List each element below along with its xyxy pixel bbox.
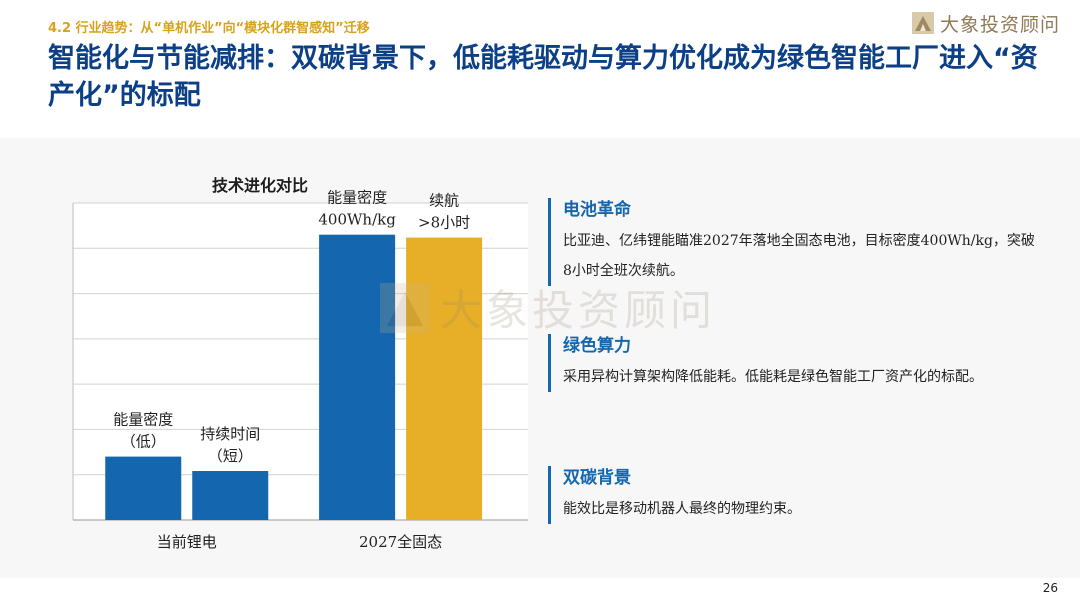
page-title: 智能化与节能减排：双碳背景下，低能耗驱动与算力优化成为绿色智能工厂进入“资产化”…	[48, 43, 1038, 111]
bar-label: 400Wh/kg	[318, 211, 396, 229]
card-body: 比亚迪、亿纬锂能瞄准2027年落地全固态电池，目标密度400Wh/kg，突破8小…	[563, 233, 1035, 279]
card-green-compute: 绿色算力 采用异构计算架构降低能耗。低能耗是绿色智能工厂资产化的标配。	[548, 334, 1043, 392]
section-tag: 4.2 行业趋势：从“单机作业”向“模块化群智感知”迁移	[48, 21, 370, 36]
brand-logo: 大象投资顾问	[911, 10, 1060, 36]
card-dual-carbon: 双碳背景 能效比是移动机器人最终的物理约束。	[548, 466, 1043, 524]
elephant-logo-icon	[911, 12, 934, 34]
bar	[105, 456, 182, 520]
bar-label: （短）	[208, 447, 253, 465]
x-tick-label: 当前锂电	[157, 533, 217, 551]
chart-title: 技术进化对比	[211, 176, 308, 195]
bar	[406, 237, 483, 520]
bar-chart: 能量密度 （低） 持续时间 （短） 当前锂电 能量密度 400Wh/kg 续航 >8小时 2027…	[72, 189, 528, 551]
bar-label: 续航	[429, 192, 459, 210]
bar-label: （低）	[121, 433, 166, 451]
bar	[192, 471, 269, 520]
page-number: 26	[1042, 581, 1058, 595]
card-body: 能效比是移动机器人最终的物理约束。	[563, 501, 801, 517]
bar-label: 持续时间	[200, 425, 260, 443]
brand-name: 大象投资顾问	[939, 13, 1060, 36]
bar-label: 能量密度	[113, 411, 173, 429]
card-heading: 电池革命	[563, 200, 631, 220]
card-body: 采用异构计算架构降低能耗。低能耗是绿色智能工厂资产化的标配。	[563, 369, 983, 385]
card-heading: 双碳背景	[563, 468, 631, 488]
card-battery: 电池革命 比亚迪、亿纬锂能瞄准2027年落地全固态电池，目标密度400Wh/kg…	[548, 198, 1043, 286]
bar-label: 能量密度	[327, 189, 387, 207]
bar	[319, 234, 396, 520]
card-heading: 绿色算力	[563, 336, 631, 356]
bar-label: >8小时	[418, 214, 470, 232]
x-tick-label: 2027全固态	[359, 533, 442, 551]
